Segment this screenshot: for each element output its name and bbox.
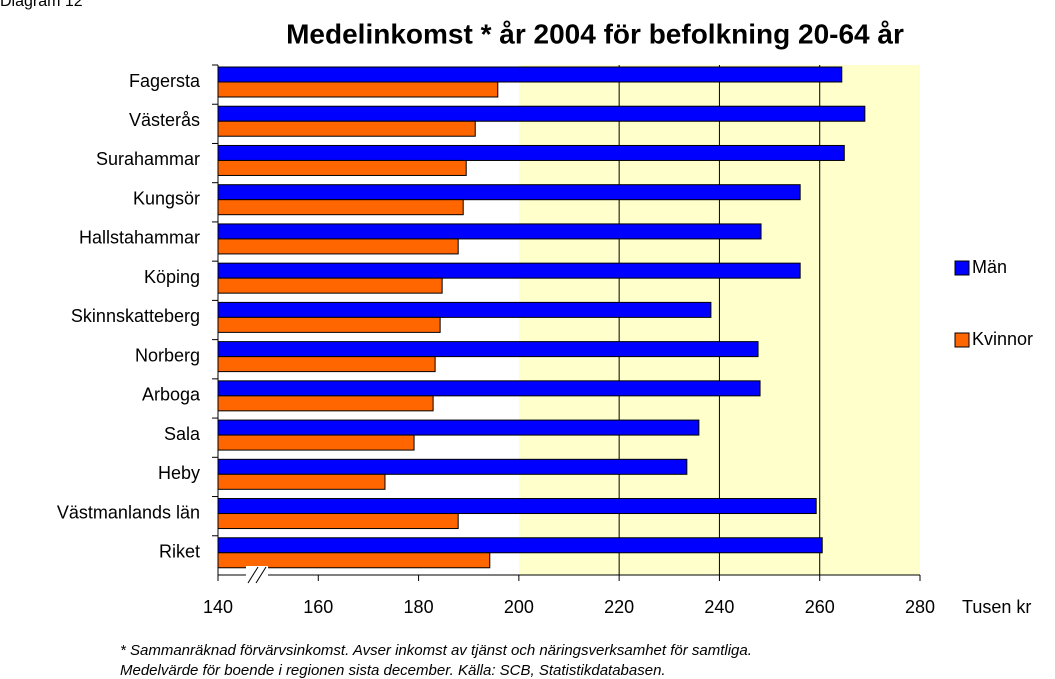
y-tick-label: Surahammar [96, 149, 200, 169]
bar [217, 120, 476, 137]
x-tick-label: 160 [303, 597, 333, 617]
footnote: * Sammanräknad förvärvsinkomst. Avser in… [120, 642, 752, 659]
legend-swatch [954, 332, 970, 348]
y-tick-label: Skinnskatteberg [71, 306, 200, 326]
x-tick-label: 180 [404, 597, 434, 617]
bar [217, 341, 759, 358]
bar [217, 184, 801, 201]
x-tick-label: 220 [604, 597, 634, 617]
bar [217, 513, 459, 530]
bar [217, 380, 761, 397]
bar [217, 199, 464, 216]
y-tick-label: Norberg [135, 345, 200, 365]
legend-label: Kvinnor [972, 329, 1033, 349]
x-tick-label: 280 [905, 597, 935, 617]
bar [217, 238, 459, 255]
bar [217, 434, 415, 451]
bar [217, 552, 491, 569]
y-tick-label: Fagersta [129, 71, 201, 91]
axis-break [246, 566, 268, 584]
legend-label: Män [972, 257, 1007, 277]
bar [217, 356, 436, 373]
y-tick-label: Sala [164, 424, 201, 444]
x-tick-label: 260 [805, 597, 835, 617]
bar [217, 316, 441, 333]
y-tick-label: Riket [159, 542, 200, 562]
bar [217, 277, 443, 294]
bar [217, 395, 434, 412]
y-tick-label: Västmanlands län [57, 502, 200, 522]
bar [217, 419, 700, 436]
bar [217, 105, 866, 122]
y-tick-label: Kungsör [133, 188, 200, 208]
x-tick-label: 140 [203, 597, 233, 617]
bar [217, 159, 467, 176]
bar [217, 66, 843, 83]
y-tick-label: Köping [144, 267, 200, 287]
chart-title: Medelinkomst * år 2004 för befolkning 20… [286, 18, 904, 49]
y-tick-label: Heby [158, 463, 200, 483]
y-tick-label: Västerås [129, 110, 200, 130]
footnote: Medelvärde för boende i regionen sista d… [120, 662, 666, 679]
bar [217, 81, 499, 98]
bar [217, 537, 823, 554]
x-tick-label: 200 [504, 597, 534, 617]
bar [217, 144, 845, 161]
bar [217, 262, 801, 279]
caption: Diagram 12 [0, 0, 83, 10]
bar [217, 498, 817, 515]
x-tick-label: 240 [704, 597, 734, 617]
y-tick-label: Arboga [142, 385, 201, 405]
bar [217, 473, 386, 490]
bar [217, 301, 712, 318]
bar [217, 458, 688, 475]
legend-swatch [954, 260, 970, 276]
x-axis-label: Tusen kr [962, 597, 1031, 617]
y-tick-label: Hallstahammar [79, 228, 200, 248]
bar [217, 223, 762, 240]
